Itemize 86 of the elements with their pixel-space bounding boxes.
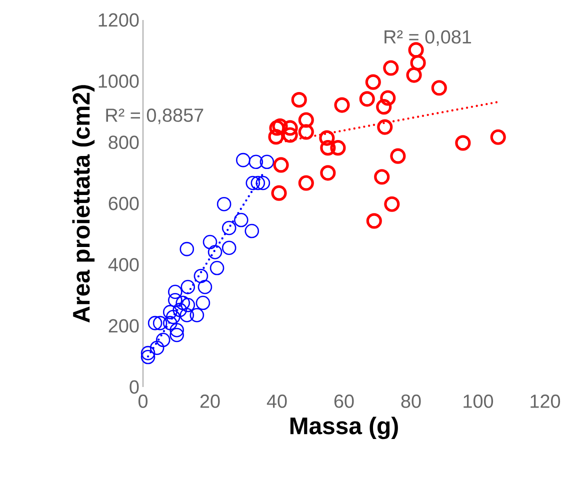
point bbox=[196, 296, 210, 310]
x-axis-title: Massa (g) bbox=[290, 416, 398, 440]
point bbox=[455, 135, 471, 151]
point bbox=[319, 130, 335, 146]
point bbox=[390, 148, 406, 164]
point bbox=[216, 196, 232, 212]
point bbox=[408, 42, 424, 58]
point bbox=[148, 316, 162, 330]
point bbox=[298, 175, 314, 191]
point bbox=[380, 90, 396, 106]
point bbox=[410, 55, 426, 71]
point bbox=[384, 196, 400, 212]
point bbox=[291, 92, 307, 108]
point bbox=[269, 120, 285, 136]
point bbox=[180, 308, 194, 322]
point bbox=[168, 284, 182, 300]
point bbox=[166, 310, 180, 324]
point bbox=[320, 140, 336, 156]
point bbox=[490, 129, 506, 145]
x-tick-label: 60 bbox=[334, 394, 354, 408]
point bbox=[176, 296, 190, 310]
point bbox=[170, 328, 184, 342]
point bbox=[198, 280, 212, 294]
point bbox=[162, 316, 178, 330]
y-tick-label: 200 bbox=[108, 319, 139, 333]
point bbox=[140, 350, 156, 364]
point bbox=[366, 213, 382, 229]
point bbox=[246, 176, 260, 190]
point bbox=[208, 244, 222, 260]
point bbox=[334, 97, 350, 113]
point bbox=[271, 185, 287, 201]
point bbox=[383, 60, 399, 76]
annotation: R² = 0,8857 bbox=[106, 108, 204, 124]
point bbox=[180, 242, 194, 256]
point bbox=[268, 129, 284, 145]
x-tick-label: 120 bbox=[530, 394, 560, 408]
point bbox=[377, 119, 393, 135]
point bbox=[236, 152, 250, 168]
point bbox=[152, 316, 168, 330]
point bbox=[222, 220, 236, 236]
point bbox=[156, 332, 170, 348]
point bbox=[248, 154, 264, 170]
point bbox=[282, 127, 298, 143]
point bbox=[376, 99, 392, 115]
point bbox=[244, 224, 260, 238]
point bbox=[298, 124, 314, 140]
y-tick-label: 0 bbox=[130, 380, 139, 394]
point bbox=[180, 280, 196, 294]
y-tick-label: 400 bbox=[108, 258, 139, 272]
point bbox=[168, 292, 182, 308]
y-tick-label: 1200 bbox=[98, 13, 139, 27]
point bbox=[194, 268, 208, 284]
point bbox=[180, 298, 196, 312]
x-tick-label: 20 bbox=[200, 394, 220, 408]
point bbox=[282, 120, 298, 136]
point bbox=[256, 176, 270, 190]
point bbox=[406, 67, 422, 83]
point bbox=[162, 304, 178, 320]
point bbox=[359, 91, 375, 107]
point bbox=[250, 176, 266, 190]
x-tick-label: 80 bbox=[401, 394, 421, 408]
y-axis-title: Area proiettata (cm2) bbox=[72, 85, 95, 322]
point bbox=[330, 140, 346, 156]
point bbox=[172, 302, 187, 318]
point bbox=[273, 157, 289, 173]
point bbox=[202, 234, 218, 250]
point bbox=[170, 322, 184, 338]
point bbox=[190, 308, 204, 322]
y-tick-label: 800 bbox=[108, 136, 139, 150]
y-tick-label: 600 bbox=[108, 196, 139, 210]
point bbox=[222, 240, 236, 255]
point bbox=[298, 112, 314, 128]
point bbox=[365, 74, 381, 90]
point bbox=[150, 340, 164, 355]
point bbox=[431, 80, 447, 96]
x-tick-label: 40 bbox=[266, 394, 287, 408]
point bbox=[374, 169, 390, 185]
point bbox=[210, 260, 224, 276]
point bbox=[260, 154, 274, 170]
x-tick-label: 100 bbox=[464, 394, 494, 408]
annotation: R² = 0,081 bbox=[384, 30, 472, 46]
point bbox=[140, 346, 156, 360]
y-tick-label: 1000 bbox=[98, 74, 139, 88]
point bbox=[320, 165, 336, 181]
x-tick-label: 0 bbox=[138, 394, 148, 408]
point bbox=[234, 212, 248, 228]
